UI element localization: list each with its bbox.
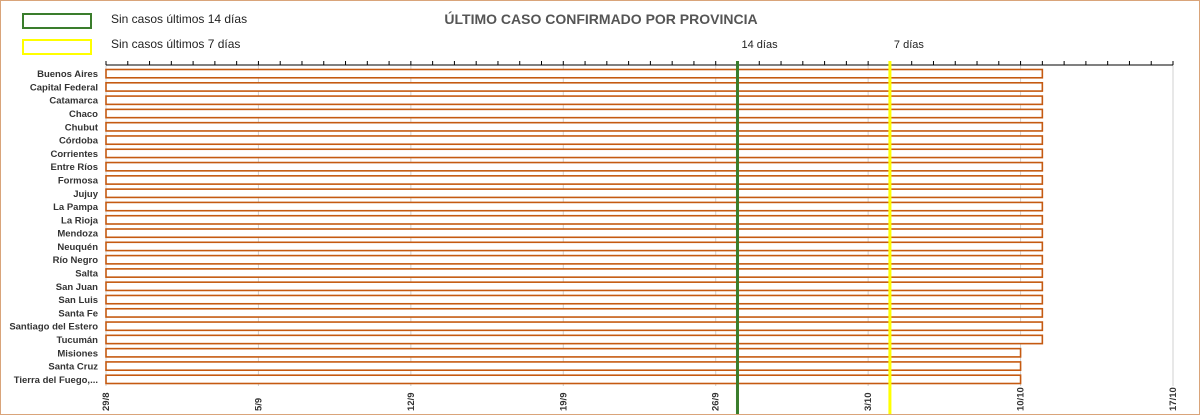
bar [105,95,1044,106]
category-label: Chubut [65,122,99,133]
category-label: San Juan [56,282,98,293]
category-label: Tucumán [56,335,98,346]
reference-line-label: 7 días [894,39,924,51]
legend-label-7-dias: Sin casos últimos 7 días [111,37,241,51]
bar [105,334,1044,345]
reference-line-label: 14 días [741,39,778,51]
category-label: Tierra del Fuego,... [14,375,98,386]
category-label: Buenos Aires [37,69,98,80]
category-label: Neuquén [57,242,98,253]
category-label: Capital Federal [30,82,98,93]
bar [105,81,1044,92]
bar [105,214,1044,225]
category-label: Santa Cruz [48,362,98,373]
category-label: Entre Ríos [50,162,98,173]
bar [105,135,1044,146]
legend-swatch-7-dias [22,39,92,55]
category-label: Córdoba [59,136,99,147]
x-tick-label: 5/9 [253,398,264,411]
x-tick-label: 10/10 [1016,387,1027,411]
category-label: Santa Fe [58,308,98,319]
bar [105,121,1044,132]
bar [105,321,1044,332]
x-tick-label: 19/9 [558,393,569,412]
x-tick-label: 29/8 [101,393,112,412]
bar [105,347,1022,358]
bar [105,241,1044,252]
x-tick-label: 26/9 [711,393,722,412]
category-label: La Rioja [61,215,99,226]
bar [105,281,1044,292]
legend-label-14-dias: Sin casos últimos 14 días [111,12,248,26]
bar [105,228,1044,239]
category-label: Formosa [58,175,99,186]
category-label: Jujuy [73,189,99,200]
bar [105,201,1044,212]
category-label: Santiago del Estero [9,322,98,333]
bar [105,188,1044,199]
category-label: Mendoza [57,229,98,240]
bar [105,68,1044,79]
bar [105,148,1044,159]
bar [105,294,1044,305]
bar [105,361,1022,372]
bar [105,108,1044,119]
bar [105,254,1044,265]
bar [105,307,1044,318]
category-label: Misiones [57,348,98,359]
category-label: Catamarca [49,96,98,107]
category-label: La Pampa [53,202,99,213]
x-tick-label: 3/10 [863,393,874,412]
category-label: San Luis [58,295,98,306]
x-tick-label: 17/10 [1168,387,1179,411]
category-label: Corrientes [50,149,98,160]
category-label: Río Negro [53,255,99,266]
legend-swatch-14-dias [22,13,92,29]
category-label: Salta [75,269,98,280]
bar [105,268,1044,278]
x-tick-label: 12/9 [406,393,417,412]
chart-title: ÚLTIMO CASO CONFIRMADO POR PROVINCIA [444,11,758,27]
bar [105,161,1044,172]
category-label: Chaco [69,109,98,120]
bar [105,175,1044,185]
bar [105,374,1022,385]
